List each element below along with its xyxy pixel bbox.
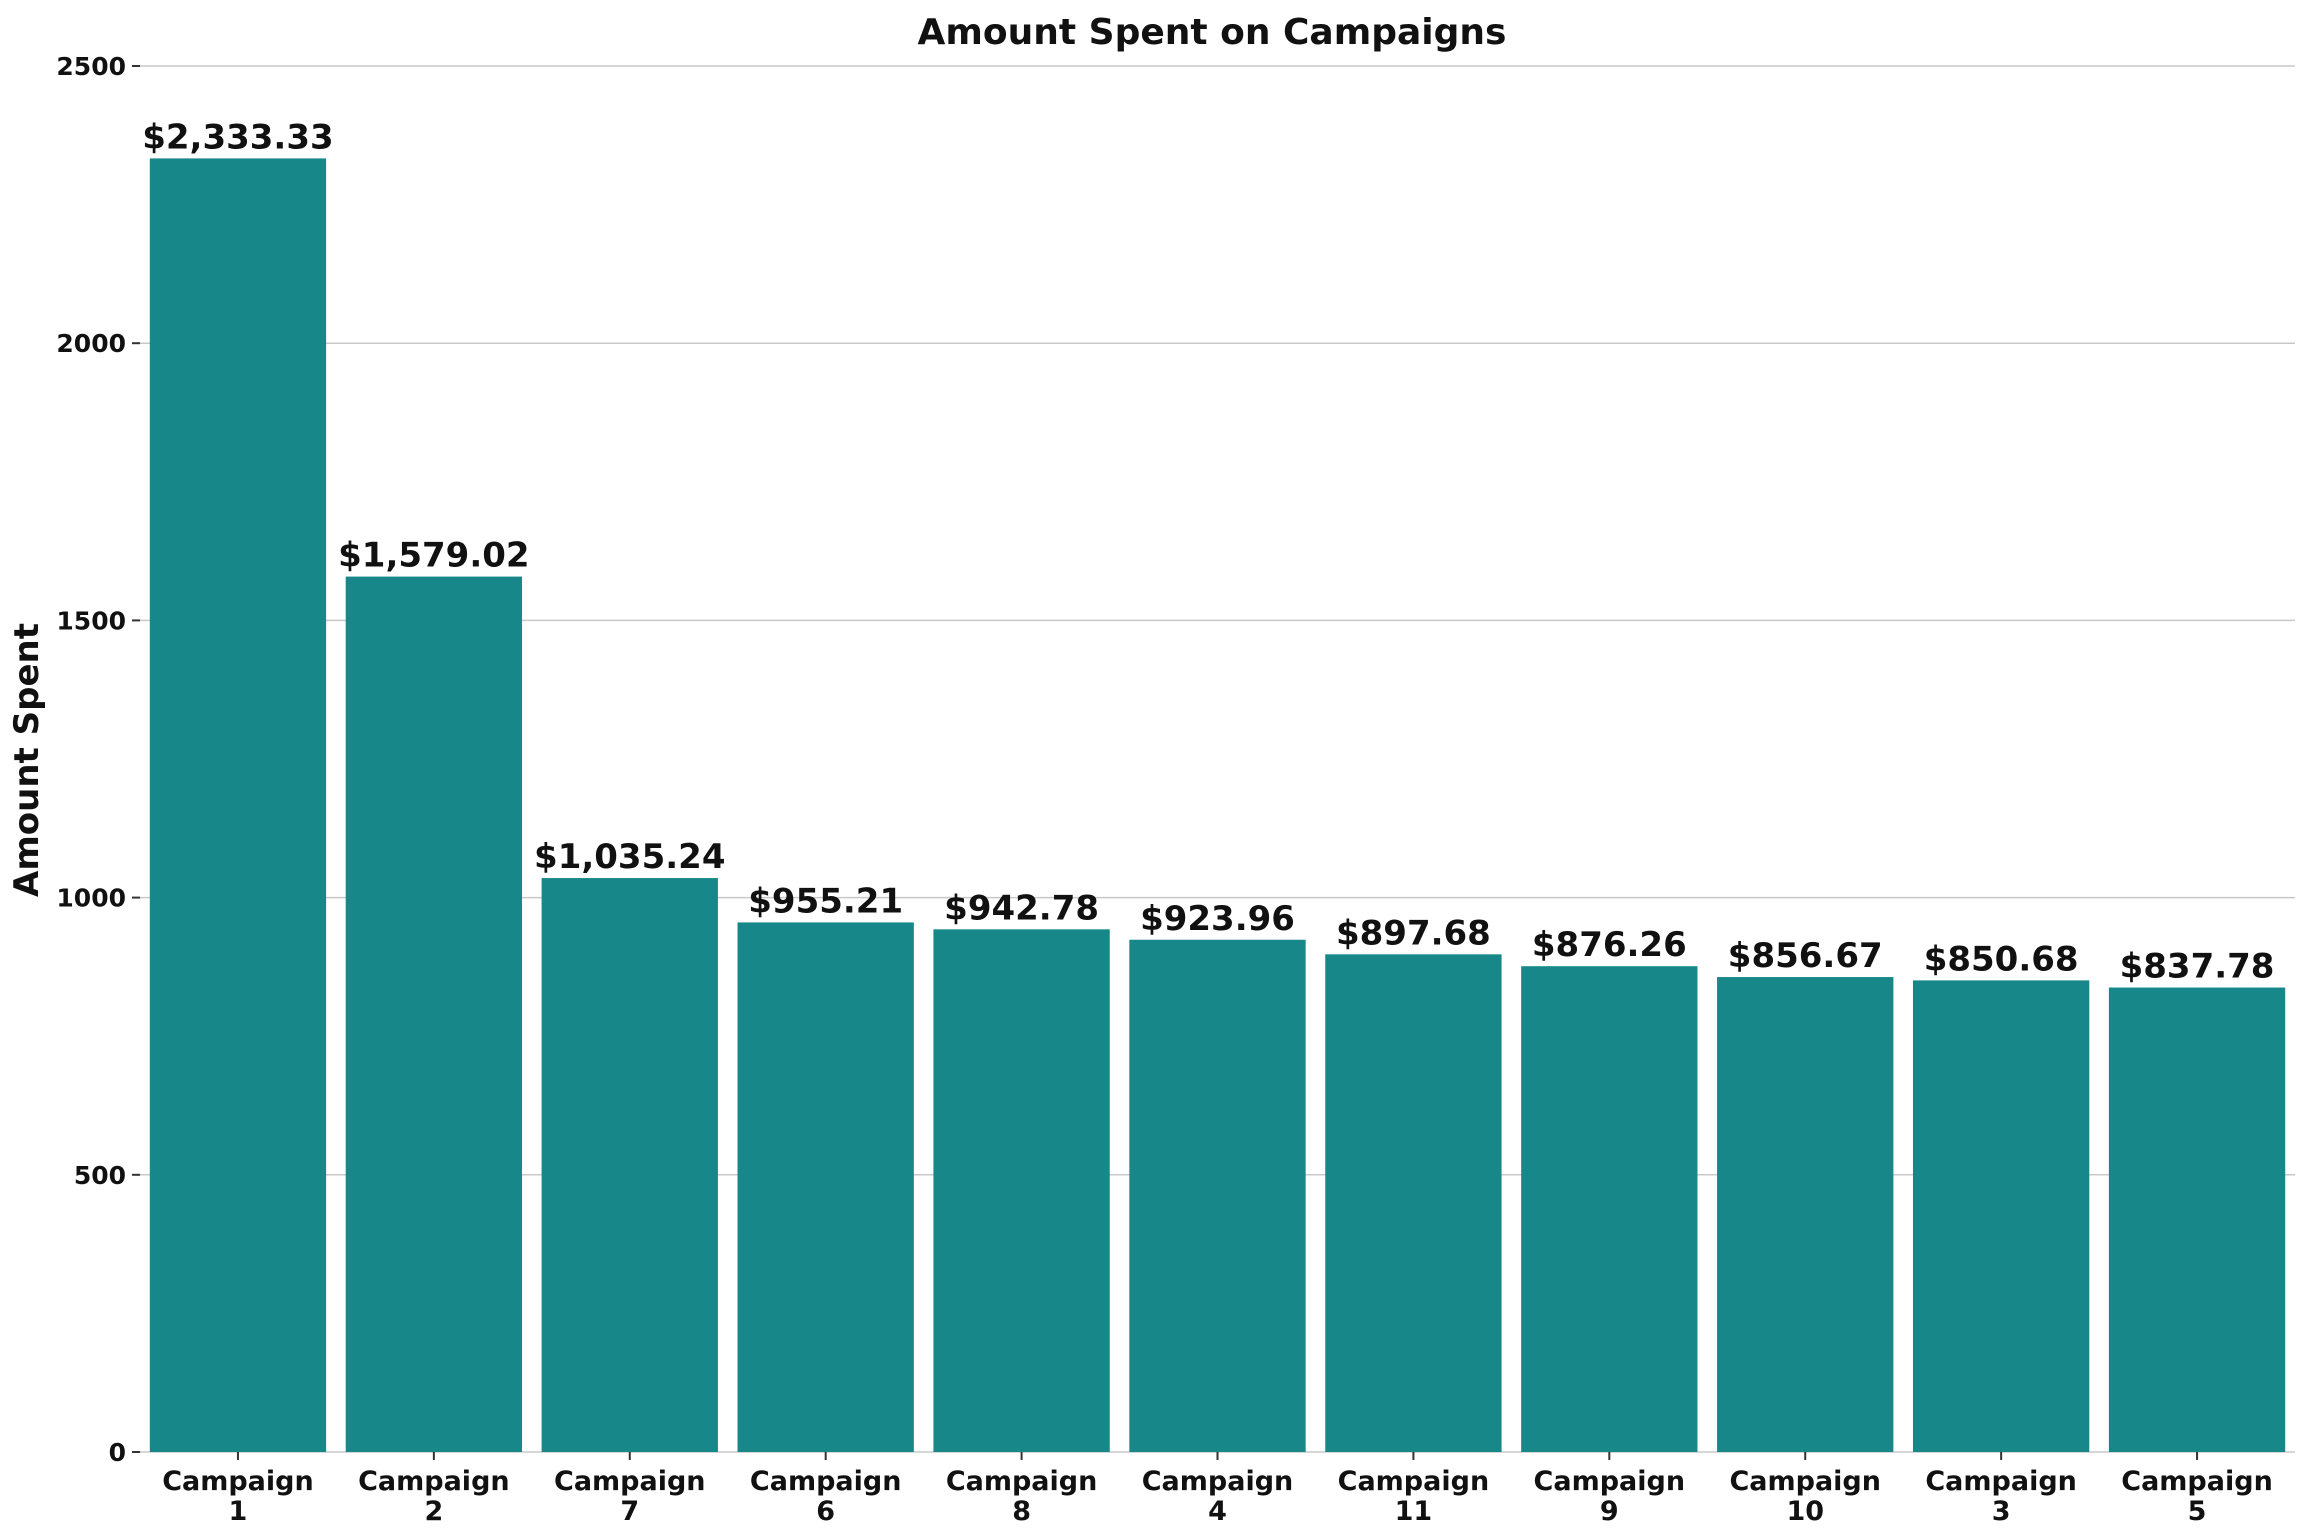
data-label: $923.96: [1140, 899, 1295, 939]
bar: [1521, 966, 1698, 1452]
x-tick-label: Campaign 1: [162, 1466, 314, 1527]
x-tick-label: Campaign 7: [554, 1466, 706, 1527]
y-tick-label: 1500: [56, 606, 126, 635]
y-tick-label: 1000: [56, 884, 126, 913]
data-label: $1,579.02: [338, 536, 529, 576]
y-tick-label: 0: [109, 1438, 126, 1467]
data-labels: $2,333.33 $1,579.02 $1,035.24 $955.21 $942.7…: [142, 117, 2274, 986]
bar: [345, 576, 523, 1452]
bar: [149, 158, 327, 1452]
data-label: $955.21: [748, 881, 903, 921]
x-tick-label: Campaign 2: [358, 1466, 510, 1527]
data-label: $850.68: [1924, 939, 2079, 979]
data-label: $942.78: [944, 888, 1099, 928]
x-tick-label: Campaign 5: [2121, 1466, 2273, 1527]
x-tick-label: Campaign 6: [750, 1466, 902, 1527]
bar: [2108, 987, 2286, 1452]
bar: [1912, 980, 2090, 1452]
x-tick-label: Campaign 4: [1142, 1466, 1294, 1527]
data-label: $876.26: [1532, 925, 1687, 965]
bar: [541, 878, 718, 1452]
data-label: $1,035.24: [534, 837, 725, 877]
x-axis-ticks: Campaign 1 Campaign 2 Campaign 7 Campaign 6 Camp…: [162, 1452, 2273, 1527]
data-label: $856.67: [1728, 936, 1883, 976]
bar: [1717, 977, 1894, 1452]
x-tick-label: Campaign 11: [1338, 1466, 1490, 1527]
x-tick-label: Campaign 10: [1729, 1466, 1881, 1527]
x-tick-label: Campaign 9: [1534, 1466, 1686, 1527]
y-axis-ticks: 0 500 1000 1500 2000 2500: [56, 52, 140, 1467]
x-tick-label: Campaign 3: [1925, 1466, 2077, 1527]
bar: [933, 929, 1110, 1452]
data-label: $897.68: [1336, 913, 1491, 953]
x-tick-label: Campaign 8: [946, 1466, 1098, 1527]
bar: [1325, 954, 1502, 1452]
y-axis-label: Amount Spent: [7, 623, 47, 897]
y-tick-label: 500: [74, 1161, 126, 1190]
y-tick-label: 2500: [56, 52, 126, 81]
data-label: $837.78: [2120, 947, 2275, 987]
y-tick-label: 2000: [56, 329, 126, 358]
data-label: $2,333.33: [142, 117, 333, 157]
bar: [1129, 939, 1306, 1452]
bar: [737, 922, 914, 1452]
chart-title: Amount Spent on Campaigns: [918, 12, 1507, 53]
bars: [149, 158, 2286, 1452]
